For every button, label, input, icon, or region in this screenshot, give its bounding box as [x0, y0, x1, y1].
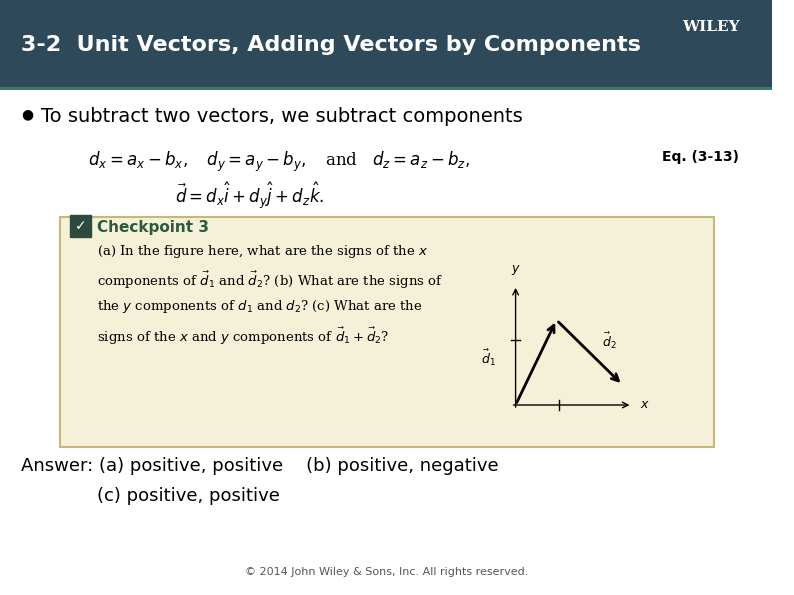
Bar — [0, 87, 773, 90]
Text: To subtract two vectors, we subtract components: To subtract two vectors, we subtract com… — [40, 107, 522, 126]
Text: Eq. (3-13): Eq. (3-13) — [661, 150, 738, 164]
Bar — [70, 215, 91, 237]
Text: $\vec{d} = d_x\hat{i} + d_y\hat{j} + d_z\hat{k}.$: $\vec{d} = d_x\hat{i} + d_y\hat{j} + d_z… — [175, 180, 324, 211]
Text: $x$: $x$ — [640, 399, 650, 412]
Bar — [0, 90, 773, 595]
Text: (a) In the figure here, what are the signs of the $x$
components of $\vec{d}_1$ : (a) In the figure here, what are the sig… — [98, 243, 444, 346]
Text: ●: ● — [21, 107, 33, 121]
Text: (c) positive, positive: (c) positive, positive — [98, 487, 280, 505]
Text: $d_x = a_x - b_x,$   $d_y = a_y - b_y,$   and   $d_z = a_z - b_z,$: $d_x = a_x - b_x,$ $d_y = a_y - b_y,$ an… — [87, 150, 469, 174]
Text: $\vec{d}_2$: $\vec{d}_2$ — [602, 330, 616, 350]
Text: Checkpoint 3: Checkpoint 3 — [98, 220, 210, 235]
Text: $y$: $y$ — [511, 263, 521, 277]
Text: © 2014 John Wiley & Sons, Inc. All rights reserved.: © 2014 John Wiley & Sons, Inc. All right… — [245, 567, 528, 577]
Text: WILEY: WILEY — [682, 20, 739, 34]
Bar — [0, 0, 773, 90]
Text: 3-2  Unit Vectors, Adding Vectors by Components: 3-2 Unit Vectors, Adding Vectors by Comp… — [21, 35, 642, 55]
Bar — [60, 217, 714, 447]
Text: Answer: (a) positive, positive    (b) positive, negative: Answer: (a) positive, positive (b) posit… — [21, 457, 499, 475]
Text: ✓: ✓ — [75, 219, 87, 233]
Text: $\vec{d}_1$: $\vec{d}_1$ — [481, 347, 495, 368]
